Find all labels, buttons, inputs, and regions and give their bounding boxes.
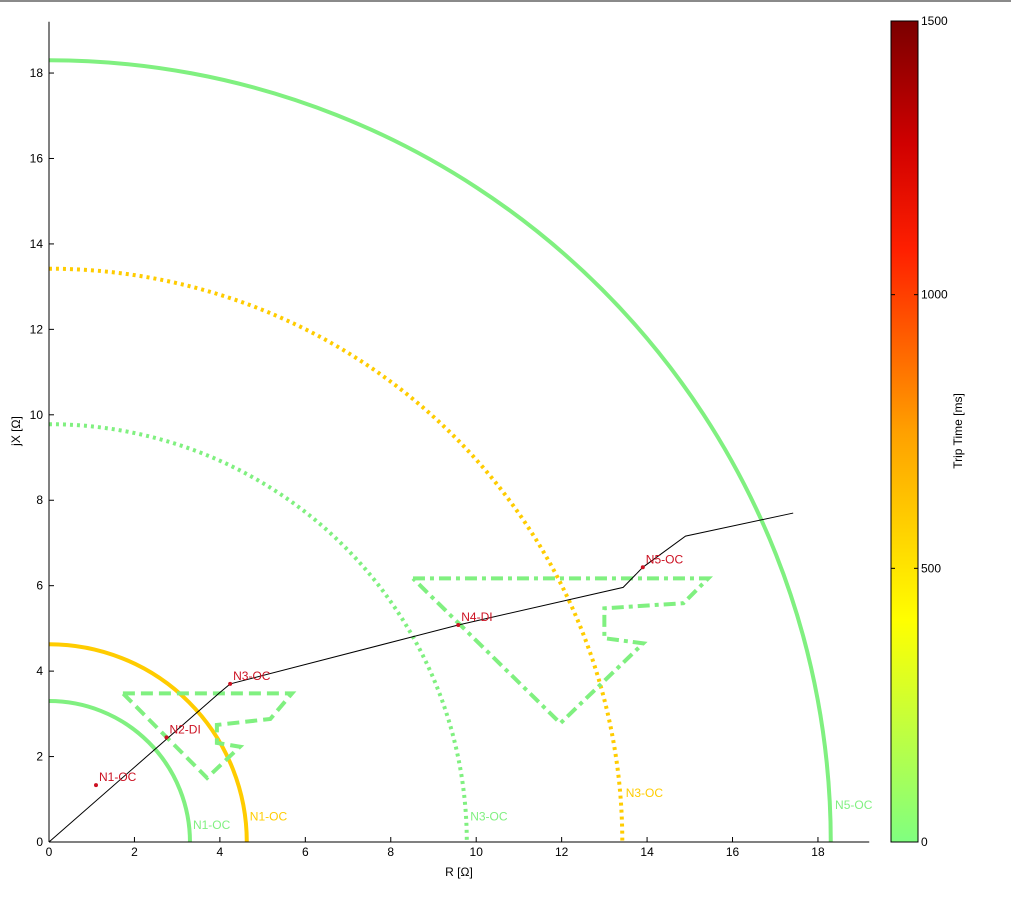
colorbar-label: Trip Time [ms]	[951, 393, 965, 469]
trip-marker-label: N2-DI	[169, 722, 200, 736]
x-tick-label: 0	[46, 845, 53, 859]
trip-marker-label: N5-OC	[646, 552, 684, 566]
trip-circle-n3-oc	[48, 422, 469, 843]
axes: 0 2 4 6 8 10 12 14 16 18 0 2 4 6 8 10 12 14 16 18	[30, 21, 870, 859]
colorbar-gradient	[890, 20, 919, 843]
trip-marker	[456, 622, 461, 627]
x-axis-label: R [Ω]	[445, 865, 473, 879]
x-tick-label: 10	[470, 845, 484, 859]
y-tick-label: 0	[36, 835, 43, 849]
y-tick-label: 6	[36, 579, 43, 593]
trip-circle-n1-oc	[48, 699, 192, 843]
y-tick-label: 10	[30, 408, 44, 422]
trip-marker	[93, 783, 98, 788]
x-tick-label: 4	[217, 845, 224, 859]
circle-label: N1-OC	[193, 818, 231, 832]
y-tick-label: 18	[30, 66, 44, 80]
x-tick-label: 6	[302, 845, 309, 859]
distance-zone-n2-di	[121, 691, 297, 781]
trip-circle-n5-oc	[48, 58, 833, 843]
colorbar-tick-label: 0	[921, 835, 928, 849]
x-tick-label: 12	[555, 845, 569, 859]
y-tick-label: 4	[36, 664, 43, 678]
colorbar-tick-label: 500	[921, 561, 941, 575]
y-axis-label: jX [Ω]	[9, 416, 23, 447]
circle-label: N3-OC	[626, 786, 664, 800]
x-tick-label: 18	[811, 845, 825, 859]
trip-marker	[640, 565, 645, 570]
colorbar-tick-label: 1500	[921, 14, 948, 28]
trip-marker	[228, 681, 233, 686]
y-tick-label: 12	[30, 322, 44, 336]
circle-label: N1-OC	[250, 810, 288, 824]
colorbar: 0 500 1000 1500	[890, 14, 948, 849]
trip-marker-label: N1-OC	[99, 770, 137, 784]
colorbar-tick-label: 1000	[921, 288, 948, 302]
plot-area: N1-OC N1-OC N3-OC N3-OC N5-OC N1-OC N2-DI N3-OC…	[48, 58, 873, 843]
y-tick-label: 14	[30, 237, 44, 251]
x-tick-label: 14	[640, 845, 654, 859]
x-tick-label: 16	[726, 845, 740, 859]
x-tick-label: 8	[387, 845, 394, 859]
circle-label: N5-OC	[835, 798, 873, 812]
distance-zone-n4-di	[411, 576, 713, 727]
y-tick-label: 8	[36, 493, 43, 507]
y-tick-label: 16	[30, 151, 44, 165]
x-tick-label: 2	[131, 845, 138, 859]
trip-marker-label: N4-DI	[461, 610, 492, 624]
trip-circle-n1-oc	[48, 642, 249, 843]
y-tick-label: 2	[36, 750, 43, 764]
trip-marker	[164, 735, 169, 740]
circle-label: N3-OC	[470, 810, 508, 824]
impedance-trajectory	[48, 512, 794, 843]
trip-circle-n3-oc	[48, 266, 625, 843]
trip-marker-label: N3-OC	[233, 669, 271, 683]
window-top-border	[0, 0, 1011, 2]
